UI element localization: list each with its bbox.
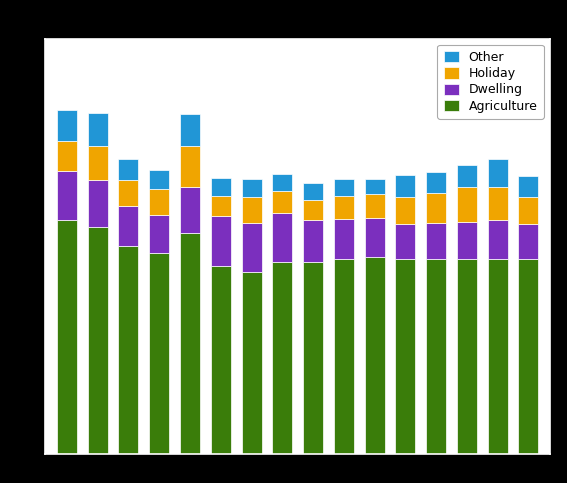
Bar [149,170,169,189]
Bar [395,175,416,197]
Bar [395,197,416,224]
Bar [426,172,446,193]
Bar [242,197,261,223]
Bar [272,174,293,190]
Bar [488,159,507,186]
Bar [88,180,108,227]
Bar [365,194,384,218]
Legend: Other, Holiday, Dwelling, Agriculture: Other, Holiday, Dwelling, Agriculture [437,45,544,119]
Bar [426,223,446,259]
Bar [488,220,507,259]
Bar [180,146,200,186]
Bar [488,186,507,220]
Bar [365,257,384,454]
Bar [395,224,416,259]
Bar [303,183,323,199]
Bar [488,259,507,454]
Bar [272,213,293,262]
Bar [180,114,200,146]
Bar [395,259,416,454]
Bar [57,141,77,171]
Bar [457,259,477,454]
Bar [119,159,138,180]
Bar [242,272,261,454]
Bar [180,186,200,233]
Bar [119,206,138,246]
Bar [518,224,539,259]
Bar [119,246,138,454]
Bar [242,179,261,197]
Bar [119,180,138,206]
Bar [365,179,384,194]
Bar [272,262,293,454]
Bar [426,259,446,454]
Bar [334,259,354,454]
Bar [518,176,539,197]
Bar [426,193,446,223]
Bar [57,110,77,141]
Bar [149,215,169,253]
Bar [211,178,231,196]
Bar [303,262,323,454]
Bar [518,197,539,224]
Bar [149,189,169,215]
Bar [334,196,354,219]
Bar [211,266,231,454]
Bar [88,146,108,180]
Bar [180,233,200,454]
Bar [211,196,231,216]
Bar [457,222,477,259]
Bar [303,199,323,220]
Bar [518,259,539,454]
Bar [57,220,77,454]
Bar [57,171,77,220]
Bar [88,113,108,146]
Bar [457,186,477,222]
Bar [272,190,293,213]
Bar [242,223,261,272]
Bar [211,216,231,266]
Bar [303,220,323,262]
Bar [334,219,354,259]
Bar [149,253,169,454]
Bar [334,179,354,196]
Bar [457,165,477,186]
Bar [88,227,108,454]
Bar [365,218,384,257]
